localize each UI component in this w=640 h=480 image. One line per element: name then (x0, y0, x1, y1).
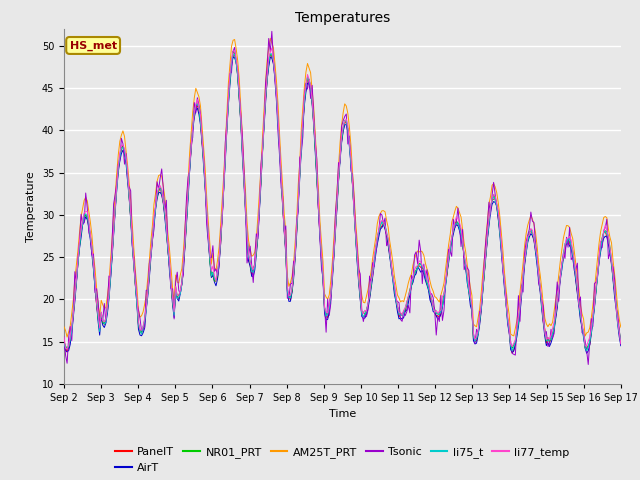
PanelT (305, 76, 313, 82)
AM25T_PRT (307, 70, 314, 75)
NR01_PRT (255, 203, 263, 209)
AirT (617, 343, 625, 348)
AM25T_PRT (246, 245, 254, 251)
AM25T_PRT (228, 44, 236, 49)
AM25T_PRT (589, 302, 596, 308)
li77_temp (268, 45, 276, 51)
NR01_PRT (583, 347, 591, 353)
PanelT (246, 263, 254, 268)
AM25T_PRT (255, 189, 263, 194)
Line: PanelT: PanelT (64, 54, 621, 353)
Tsonic (226, 71, 234, 76)
li77_temp (255, 201, 263, 207)
li77_temp (130, 259, 138, 264)
PanelT (60, 337, 68, 343)
PanelT (231, 51, 239, 57)
Tsonic (268, 28, 276, 34)
PanelT (226, 76, 234, 82)
NR01_PRT (229, 48, 237, 54)
li77_temp (228, 56, 236, 62)
Line: Tsonic: Tsonic (64, 31, 621, 364)
li75_t (268, 51, 276, 57)
AirT (305, 81, 313, 86)
Tsonic (244, 252, 252, 258)
AirT (589, 319, 596, 324)
PanelT (589, 316, 596, 322)
PanelT (508, 350, 516, 356)
Line: li75_t: li75_t (64, 54, 621, 351)
AirT (129, 242, 136, 248)
li77_temp (617, 341, 625, 347)
AirT (60, 341, 68, 347)
AM25T_PRT (266, 36, 274, 41)
AM25T_PRT (63, 334, 71, 340)
Tsonic (584, 361, 592, 367)
PanelT (129, 239, 136, 245)
NR01_PRT (226, 77, 234, 83)
AirT (255, 207, 263, 213)
AirT (246, 263, 254, 269)
li77_temp (63, 346, 71, 352)
AirT (226, 82, 234, 87)
NR01_PRT (617, 339, 625, 345)
li75_t (244, 254, 252, 260)
PanelT (617, 340, 625, 346)
NR01_PRT (246, 259, 254, 264)
li75_t (305, 77, 313, 83)
li75_t (60, 340, 68, 346)
Line: AM25T_PRT: AM25T_PRT (64, 38, 621, 337)
AM25T_PRT (60, 324, 68, 330)
Title: Temperatures: Temperatures (295, 11, 390, 25)
NR01_PRT (60, 339, 68, 345)
li77_temp (246, 260, 254, 265)
X-axis label: Time: Time (329, 408, 356, 419)
Line: AirT: AirT (64, 57, 621, 353)
AM25T_PRT (130, 245, 138, 251)
Line: li77_temp: li77_temp (64, 48, 621, 349)
Tsonic (129, 242, 136, 248)
Tsonic (305, 77, 313, 83)
Text: HS_met: HS_met (70, 40, 116, 50)
li77_temp (60, 334, 68, 340)
li75_t (226, 77, 234, 83)
li75_t (589, 317, 596, 323)
li77_temp (589, 312, 596, 318)
PanelT (255, 204, 263, 210)
li75_t (508, 348, 516, 354)
Legend: PanelT, AirT, NR01_PRT, AM25T_PRT, Tsonic, li75_t, li77_temp: PanelT, AirT, NR01_PRT, AM25T_PRT, Tsoni… (111, 443, 574, 477)
li75_t (254, 227, 262, 233)
Tsonic (254, 236, 262, 241)
li75_t (129, 240, 136, 245)
AirT (229, 54, 237, 60)
Tsonic (617, 341, 625, 347)
AM25T_PRT (617, 324, 625, 330)
NR01_PRT (305, 77, 313, 83)
Tsonic (589, 324, 596, 329)
li77_temp (307, 83, 314, 88)
Tsonic (60, 334, 68, 340)
NR01_PRT (129, 238, 136, 243)
Y-axis label: Temperature: Temperature (26, 171, 36, 242)
Line: NR01_PRT: NR01_PRT (64, 51, 621, 350)
AirT (583, 350, 591, 356)
NR01_PRT (589, 314, 596, 320)
li75_t (617, 339, 625, 345)
